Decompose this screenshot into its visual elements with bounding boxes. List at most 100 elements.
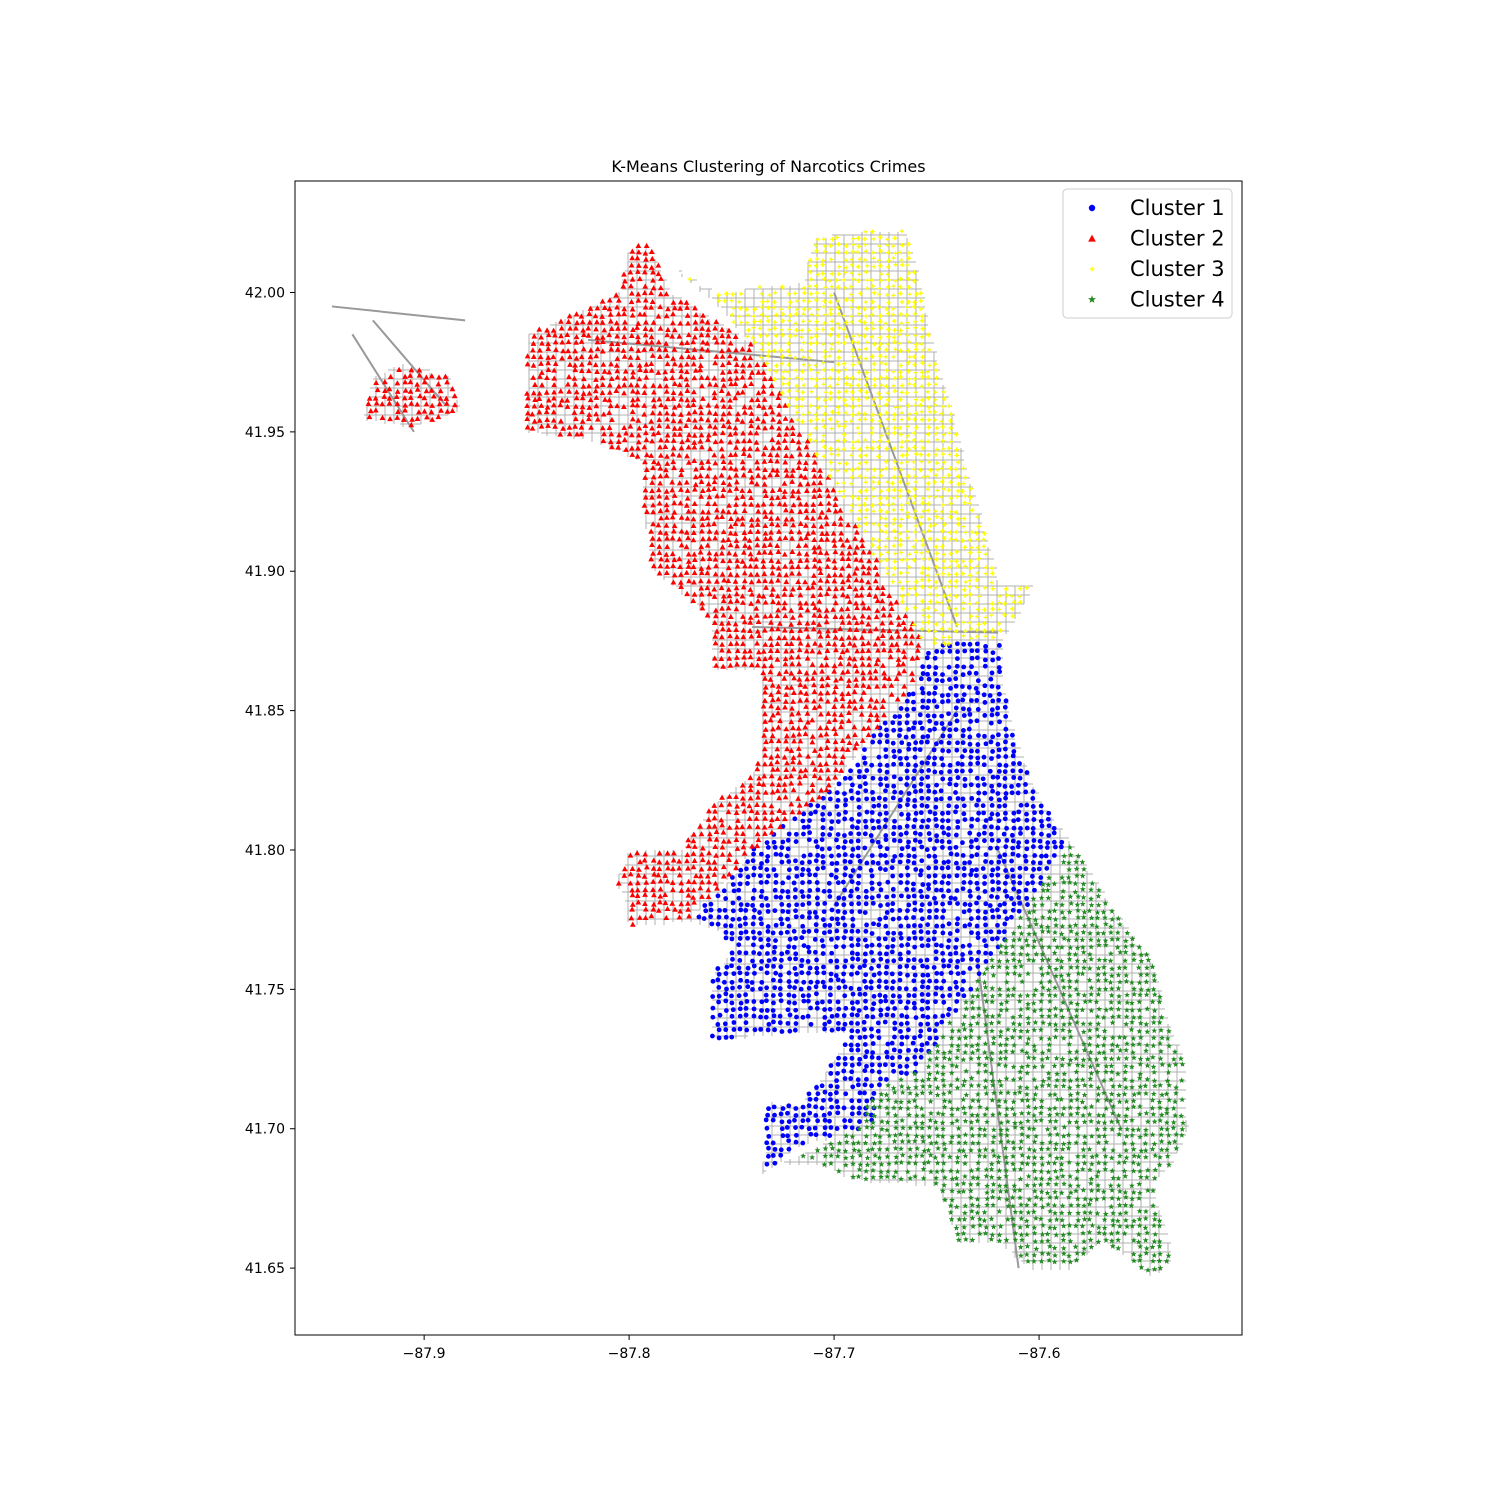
cluster-3-point: [795, 417, 800, 423]
cluster-1-point: [721, 979, 727, 985]
cluster-3-point: [837, 489, 842, 494]
cluster-1-point: [926, 698, 932, 704]
cluster-1-point: [827, 1006, 833, 1012]
cluster-1-point: [919, 1006, 925, 1012]
cluster-3-point: [822, 249, 828, 254]
cluster-2-point: [804, 655, 811, 661]
cluster-2-point: [670, 299, 677, 305]
cluster-3-point: [935, 572, 940, 577]
cluster-1-point: [980, 776, 986, 782]
cluster-1-point: [961, 664, 967, 670]
cluster-1-point: [806, 915, 812, 920]
cluster-1-point: [1030, 789, 1036, 795]
cluster-1-point: [911, 1000, 917, 1006]
cluster-1-point: [771, 949, 777, 955]
cluster-2-point: [782, 402, 789, 408]
cluster-1-point: [703, 908, 709, 914]
cluster-2-point: [810, 466, 817, 473]
cluster-2-point: [691, 591, 698, 597]
cluster-1-point: [1010, 907, 1016, 913]
cluster-3-point: [822, 320, 828, 326]
cluster-2-point: [818, 767, 824, 773]
cluster-2-point: [811, 704, 818, 711]
cluster-1-point: [855, 853, 861, 859]
cluster-1-point: [983, 943, 989, 949]
cluster-2-point: [846, 543, 853, 550]
cluster-2-point: [734, 597, 740, 604]
cluster-2-point: [831, 725, 838, 732]
cluster-3-point: [884, 495, 890, 501]
cluster-1-point: [892, 854, 898, 859]
cluster-1-point: [989, 837, 995, 843]
cluster-2-point: [678, 373, 684, 379]
cluster-2-point: [774, 467, 781, 473]
cluster-3-point: [855, 439, 861, 444]
cluster-1-point: [876, 893, 882, 899]
cluster-3-point: [836, 242, 841, 247]
cluster-3-point: [808, 335, 814, 340]
cluster-1-point: [927, 718, 933, 724]
cluster-1-point: [800, 818, 806, 824]
cluster-1-point: [1046, 823, 1052, 829]
cluster-1-point: [925, 733, 931, 739]
cluster-2-point: [775, 704, 781, 711]
cluster-3-point: [822, 299, 827, 304]
cluster-1-point: [983, 958, 989, 964]
cluster-1-point: [855, 956, 861, 962]
cluster-1-point: [843, 958, 849, 964]
cluster-2-point: [691, 556, 698, 562]
cluster-3-point: [925, 508, 931, 513]
cluster-3-point: [946, 572, 952, 577]
cluster-1-point: [891, 837, 897, 843]
cluster-1-point: [934, 985, 939, 991]
cluster-2-point: [685, 459, 692, 465]
cluster-1-point: [815, 844, 820, 850]
cluster-1-point: [913, 867, 919, 872]
cluster-1-point: [751, 872, 757, 878]
cluster-1-point: [940, 901, 946, 907]
cluster-1-point: [786, 1103, 792, 1109]
cluster-2-o-hare-point: [443, 400, 450, 406]
cluster-1-point: [778, 992, 783, 998]
cluster-3-point: [911, 466, 916, 472]
cluster-2-point: [620, 403, 627, 410]
cluster-2-point: [719, 326, 725, 332]
cluster-3-point: [925, 389, 930, 395]
cluster-3-point: [954, 447, 960, 452]
cluster-2-point: [788, 591, 795, 598]
cluster-2-o-hare-point: [416, 367, 423, 373]
cluster-2-point: [657, 473, 664, 479]
cluster-3-point: [871, 474, 876, 480]
cluster-1-point: [889, 985, 895, 991]
cluster-2-point: [733, 368, 739, 374]
cluster-1-point: [934, 970, 940, 976]
cluster-2-point: [704, 375, 711, 381]
cluster-1-point: [723, 896, 729, 901]
cluster-2-point: [691, 408, 698, 415]
cluster-3-point: [893, 347, 898, 352]
cluster-2-point: [845, 613, 852, 619]
cluster-1-point: [995, 907, 1000, 913]
cluster-2-point: [747, 374, 754, 380]
cluster-2-point: [915, 642, 922, 648]
cluster-1-point: [996, 782, 1002, 788]
cluster-1-point: [883, 754, 889, 759]
cluster-3-point: [892, 566, 897, 571]
cluster-2-point: [860, 563, 867, 570]
cluster-2-point: [775, 439, 782, 445]
cluster-2-point: [817, 473, 824, 479]
cluster-3-point: [822, 397, 828, 403]
cluster-3-point: [962, 500, 968, 506]
cluster-1-point: [925, 713, 931, 719]
cluster-1-point: [856, 1098, 862, 1104]
cluster-1-point: [1004, 874, 1010, 880]
cluster-1-point: [829, 936, 834, 942]
cluster-1-point: [758, 1014, 763, 1020]
cluster-3-point: [932, 417, 938, 423]
cluster-3-point: [940, 451, 946, 457]
cluster-3-point: [899, 517, 904, 522]
cluster-3-point: [961, 516, 967, 521]
cluster-2-point: [704, 542, 711, 548]
cluster-2-point: [700, 536, 706, 542]
cluster-1-point: [953, 676, 959, 682]
